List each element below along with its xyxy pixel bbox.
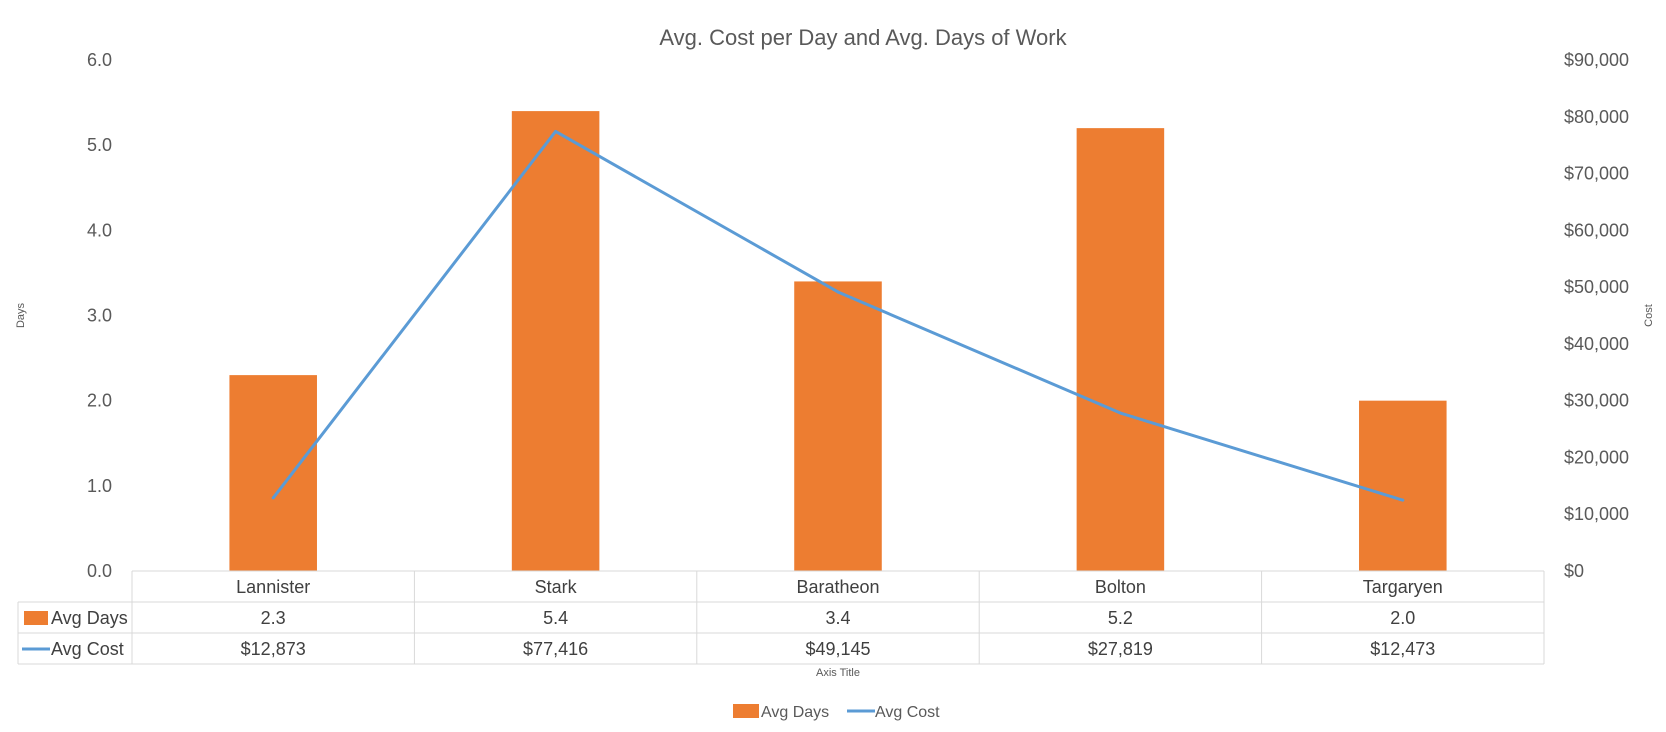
y-left-tick-label: 6.0 (87, 50, 112, 70)
legend-label-avg-days: Avg Days (761, 704, 829, 721)
legend-label-avg-cost: Avg Cost (875, 704, 940, 721)
y-right-tick-label: $40,000 (1564, 334, 1629, 354)
table-cell-value: $49,145 (805, 639, 870, 659)
line-point-avg-cost (554, 129, 558, 133)
table-series-name: Avg Days (51, 608, 128, 628)
y-right-tick-label: $0 (1564, 561, 1584, 581)
y-right-tick-label: $70,000 (1564, 164, 1629, 184)
table-cell-value: $12,873 (241, 639, 306, 659)
y-right-tick-label: $10,000 (1564, 504, 1629, 524)
line-point-avg-cost (1401, 498, 1405, 502)
line-series-avg-cost (271, 129, 1405, 502)
table-cell-value: 2.3 (261, 608, 286, 628)
y-right-tick-label: $80,000 (1564, 107, 1629, 127)
y-left-tick-label: 4.0 (87, 220, 112, 240)
category-label: Stark (535, 577, 578, 597)
y-axis-left-ticks: 0.0 1.0 2.0 3.0 4.0 5.0 6.0 (87, 50, 112, 581)
y-right-tick-label: $50,000 (1564, 277, 1629, 297)
y-left-tick-label: 1.0 (87, 476, 112, 496)
table-cell-value: 5.4 (543, 608, 568, 628)
chart-title: Avg. Cost per Day and Avg. Days of Work (659, 25, 1067, 50)
category-label: Baratheon (796, 577, 879, 597)
bar-avg-days (794, 281, 882, 571)
y-axis-left-label: Days (15, 302, 27, 328)
y-right-tick-label: $60,000 (1564, 220, 1629, 240)
bar-avg-days (511, 111, 600, 571)
table-series-name: Avg Cost (51, 639, 124, 659)
y-right-tick-label: $90,000 (1564, 50, 1629, 70)
y-left-tick-label: 3.0 (87, 306, 112, 326)
y-axis-right-ticks: $0 $10,000 $20,000 $30,000 $40,000 $50,000 $60… (1564, 50, 1629, 581)
y-left-tick-label: 0.0 (87, 561, 112, 581)
y-left-tick-label: 5.0 (87, 135, 112, 155)
line-point-avg-cost (271, 496, 275, 500)
data-table: Lannister Stark Baratheon Bolton Targaryen Av… (17, 570, 1545, 665)
category-label: Bolton (1095, 577, 1146, 597)
y-right-tick-label: $20,000 (1564, 447, 1629, 467)
table-cell-value: 2.0 (1390, 608, 1415, 628)
table-cell-value: 5.2 (1108, 608, 1133, 628)
y-right-tick-label: $30,000 (1564, 391, 1629, 411)
legend-key-avg-days (733, 704, 759, 718)
bar-avg-days (229, 375, 317, 571)
line-point-avg-cost (836, 290, 840, 294)
y-axis-right-label: Cost (1643, 304, 1655, 327)
table-cell-value: $27,819 (1088, 639, 1153, 659)
line-point-avg-cost (1118, 411, 1122, 415)
bar-series-avg-days (229, 111, 1447, 571)
table-key-avg-days (24, 611, 48, 625)
table-cell-value: $12,473 (1370, 639, 1435, 659)
table-cell-value: $77,416 (523, 639, 588, 659)
bar-avg-days (1359, 400, 1447, 571)
category-label: Lannister (236, 577, 310, 597)
x-axis-title: Axis Title (816, 667, 860, 679)
y-left-tick-label: 2.0 (87, 391, 112, 411)
category-label: Targaryen (1363, 577, 1443, 597)
table-cell-value: 3.4 (825, 608, 850, 628)
bar-avg-days (1076, 128, 1165, 571)
legend: Avg Days Avg Cost (733, 704, 940, 721)
